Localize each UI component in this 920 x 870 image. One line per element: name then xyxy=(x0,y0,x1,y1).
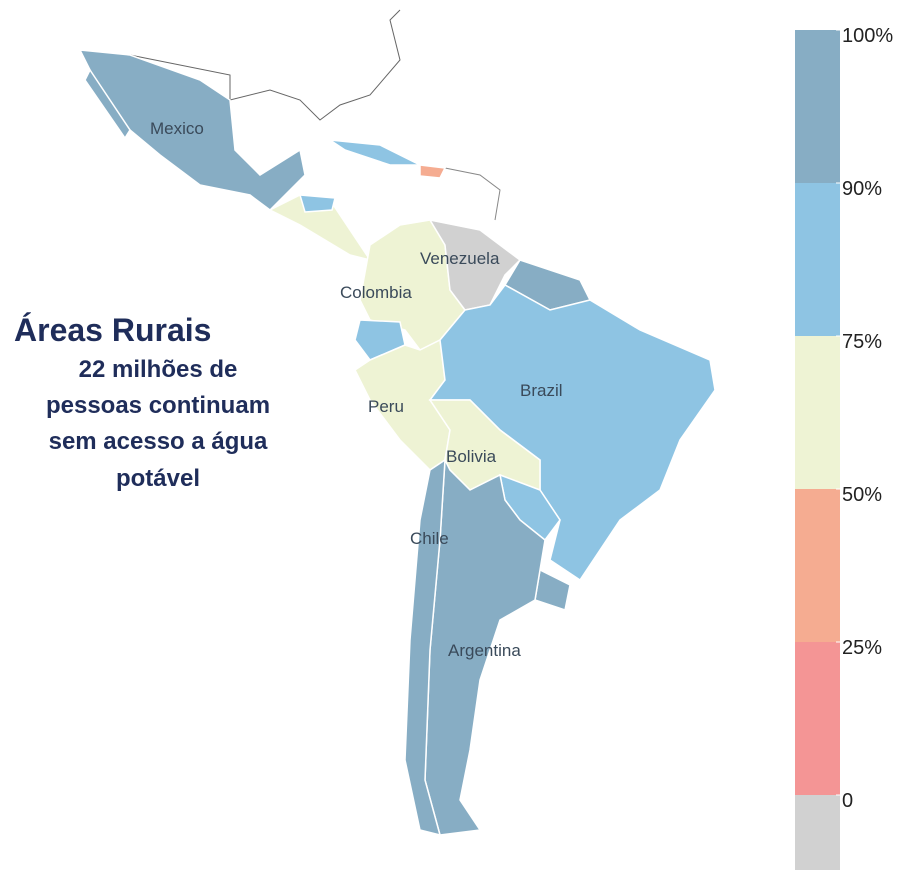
us-border xyxy=(129,9,401,121)
baja xyxy=(84,68,131,140)
subtitle-line: pessoas continuam xyxy=(46,392,270,419)
country-label: Argentina xyxy=(448,641,521,660)
legend-label: 90% xyxy=(842,178,882,200)
legend-label: 75% xyxy=(842,331,882,353)
haiti xyxy=(419,164,447,179)
legend-swatch xyxy=(795,795,840,870)
legend-label: 100% xyxy=(842,25,893,47)
mexico xyxy=(78,49,306,211)
map: Mexico Venezuela Colombia Brazil Peru Bo… xyxy=(78,9,716,837)
legend: 100% 90% 75% 50% 25% 0 xyxy=(795,25,893,870)
title: Áreas Rurais xyxy=(14,312,211,348)
country-label: Colombia xyxy=(340,283,412,302)
legend-swatch xyxy=(795,183,840,336)
country-label: Peru xyxy=(368,397,404,416)
legend-label: 50% xyxy=(842,484,882,506)
legend-swatch xyxy=(795,489,840,642)
chile xyxy=(404,458,446,837)
country-label: Venezuela xyxy=(420,249,500,268)
legend-swatch xyxy=(795,642,840,795)
country-label: Bolivia xyxy=(446,447,497,466)
uruguay xyxy=(534,568,571,611)
country-label: Chile xyxy=(410,529,449,548)
country-label: Mexico xyxy=(150,119,204,138)
country-label: Brazil xyxy=(520,381,563,400)
legend-swatch xyxy=(795,30,840,183)
subtitle: 22 milhões de pessoas continuam sem aces… xyxy=(46,356,270,492)
subtitle-line: 22 milhões de xyxy=(79,356,238,383)
cuba xyxy=(329,139,421,166)
legend-swatch xyxy=(795,336,840,489)
legend-label: 0 xyxy=(842,790,853,812)
legend-label: 25% xyxy=(842,637,882,659)
subtitle-line: potável xyxy=(116,465,200,492)
honduras xyxy=(298,194,336,213)
subtitle-line: sem acesso a água xyxy=(49,428,268,455)
coast-line xyxy=(444,167,501,221)
